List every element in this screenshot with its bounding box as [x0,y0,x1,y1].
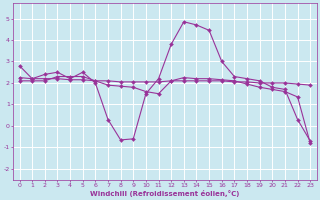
X-axis label: Windchill (Refroidissement éolien,°C): Windchill (Refroidissement éolien,°C) [90,190,240,197]
